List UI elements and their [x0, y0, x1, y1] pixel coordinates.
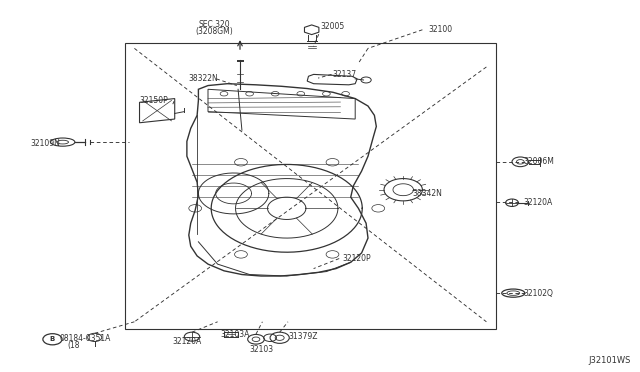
- Text: 32102Q: 32102Q: [524, 289, 554, 298]
- Text: 32100: 32100: [429, 25, 453, 34]
- Text: 32103A: 32103A: [221, 330, 250, 339]
- Text: 32103: 32103: [250, 345, 274, 354]
- Text: 31379Z: 31379Z: [288, 332, 317, 341]
- Text: 38342N: 38342N: [413, 189, 443, 198]
- Text: 32150P: 32150P: [140, 96, 168, 105]
- Bar: [125, 43, 496, 329]
- Text: 38322N: 38322N: [189, 74, 218, 83]
- Text: B: B: [50, 336, 55, 342]
- Text: 32137: 32137: [333, 70, 357, 79]
- Text: 32109N: 32109N: [30, 139, 60, 148]
- Text: (3208GM): (3208GM): [196, 27, 233, 36]
- Text: 32120A: 32120A: [524, 198, 553, 207]
- Text: 32120P: 32120P: [342, 254, 371, 263]
- Text: 32005: 32005: [320, 22, 344, 31]
- Text: SEC.320: SEC.320: [198, 20, 230, 29]
- Text: (18: (18: [67, 341, 80, 350]
- Text: 32120A: 32120A: [173, 337, 202, 346]
- Text: 32006M: 32006M: [524, 157, 554, 166]
- Text: 08184-0351A: 08184-0351A: [60, 334, 111, 343]
- Text: J32101WS: J32101WS: [588, 356, 630, 365]
